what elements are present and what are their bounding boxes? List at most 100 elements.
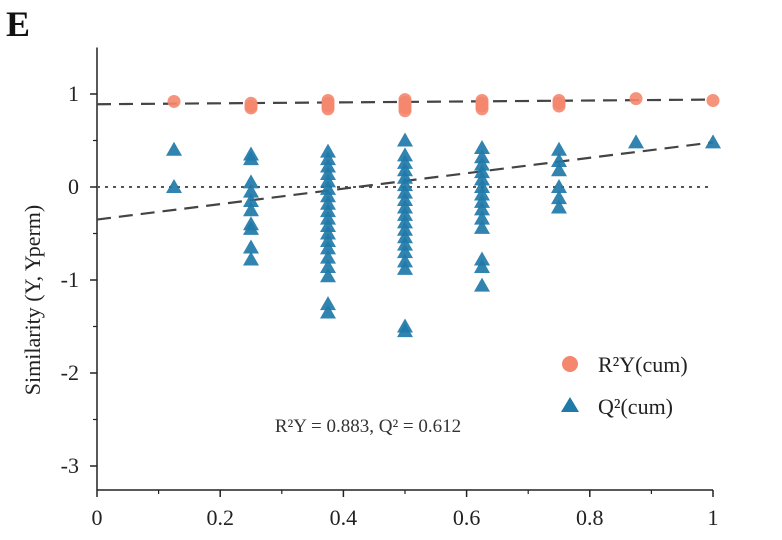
q2-points (166, 132, 721, 338)
q2-point (320, 195, 336, 210)
r2y-point (706, 94, 720, 108)
q2-point (320, 225, 336, 240)
q2-point (551, 190, 567, 205)
q2-point (474, 210, 490, 225)
q2-point (397, 192, 413, 207)
q2-point (320, 249, 336, 264)
q2-point (705, 134, 721, 149)
q2-point (551, 162, 567, 177)
q2-point (397, 162, 413, 177)
q2-point (397, 169, 413, 184)
q2-point (320, 158, 336, 173)
q2-point (397, 323, 413, 338)
x-tick-label: 0.6 (453, 505, 481, 530)
x-tick-label: 1 (708, 505, 719, 530)
q2-point (628, 134, 644, 149)
q2-point (243, 202, 259, 217)
model-stats-annotation: R²Y = 0.883, Q² = 0.612 (275, 416, 461, 437)
r2y-point (552, 99, 566, 113)
q2-point (320, 218, 336, 233)
q2-point (474, 179, 490, 193)
x-tick-label: 0.4 (330, 505, 358, 530)
q2-point (320, 258, 336, 273)
legend-r2y-marker (562, 356, 578, 372)
q2-point (397, 154, 413, 169)
q2-point (320, 165, 336, 180)
q2-point (320, 268, 336, 283)
r2y-point (321, 102, 335, 116)
q2-point (243, 220, 259, 235)
q2-point (397, 253, 413, 268)
r2y-point (475, 102, 489, 116)
q2-point (474, 186, 490, 201)
q2-point (320, 232, 336, 247)
q2-point (397, 132, 413, 147)
q2-point (474, 277, 490, 292)
q2-point (243, 251, 259, 266)
q2-point (474, 201, 490, 216)
q2-point (397, 147, 413, 162)
q2-point (397, 244, 413, 259)
q2-point (397, 221, 413, 236)
legend: R²Y(cum) Q²(cum) (561, 352, 688, 419)
x-tick-label: 0 (92, 505, 103, 530)
q2-point (551, 179, 567, 193)
q2-point (474, 139, 490, 154)
legend-r2y-label: R²Y(cum) (598, 352, 688, 377)
x-tick-label: 0.2 (206, 505, 234, 530)
minor-ticks (93, 139, 653, 494)
q2-point (397, 236, 413, 251)
r2y-point (629, 92, 643, 106)
q2-point (166, 179, 182, 193)
r2y-point (398, 104, 412, 118)
y-tick-label: -1 (61, 267, 79, 292)
y-tick-label: -3 (61, 453, 79, 478)
q2-point (474, 164, 490, 179)
q2-point (397, 199, 413, 214)
q2-point (397, 177, 413, 192)
y-axis-title: Similarity (Y, Yperm) (20, 205, 45, 395)
q2-point (397, 184, 413, 199)
q2-point (474, 251, 490, 266)
legend-q2-label: Q²(cum) (598, 394, 673, 419)
q2-point (474, 258, 490, 273)
q2-point (397, 229, 413, 244)
q2-point (320, 143, 336, 158)
q2-point (320, 173, 336, 188)
q2-point (551, 199, 567, 214)
q2-point (243, 192, 259, 207)
q2-point (320, 180, 336, 195)
r2y-point (167, 94, 181, 108)
q2-point (320, 240, 336, 255)
q2-point (243, 151, 259, 166)
q2-point (551, 152, 567, 167)
q2-point (320, 203, 336, 218)
q2-point (243, 239, 259, 254)
q2-point (474, 193, 490, 208)
q2-point (551, 141, 567, 156)
q2-point (397, 260, 413, 275)
x-ticks: 0 0.2 0.4 0.6 0.8 1 (92, 490, 719, 530)
q2-point (320, 188, 336, 203)
q2-point (243, 174, 259, 189)
x-tick-label: 0.8 (576, 505, 604, 530)
y-tick-label: 1 (68, 81, 79, 106)
r2y-points (167, 92, 720, 118)
y-ticks: 1 0 -1 -2 -3 (61, 81, 97, 478)
y-tick-label: 0 (68, 174, 79, 199)
y-tick-label: -2 (61, 360, 79, 385)
legend-q2-marker (561, 397, 579, 412)
q2-point (474, 156, 490, 171)
q2-point (243, 183, 259, 198)
q2-point (320, 296, 336, 311)
q2-point (320, 210, 336, 225)
q2-point (397, 206, 413, 221)
q2-point (474, 219, 490, 234)
q2-point (397, 214, 413, 229)
r2y-point (244, 101, 258, 115)
q2-point (320, 304, 336, 319)
q2-point (320, 151, 336, 166)
panel-label: E (6, 4, 30, 44)
q2-point (474, 149, 490, 164)
